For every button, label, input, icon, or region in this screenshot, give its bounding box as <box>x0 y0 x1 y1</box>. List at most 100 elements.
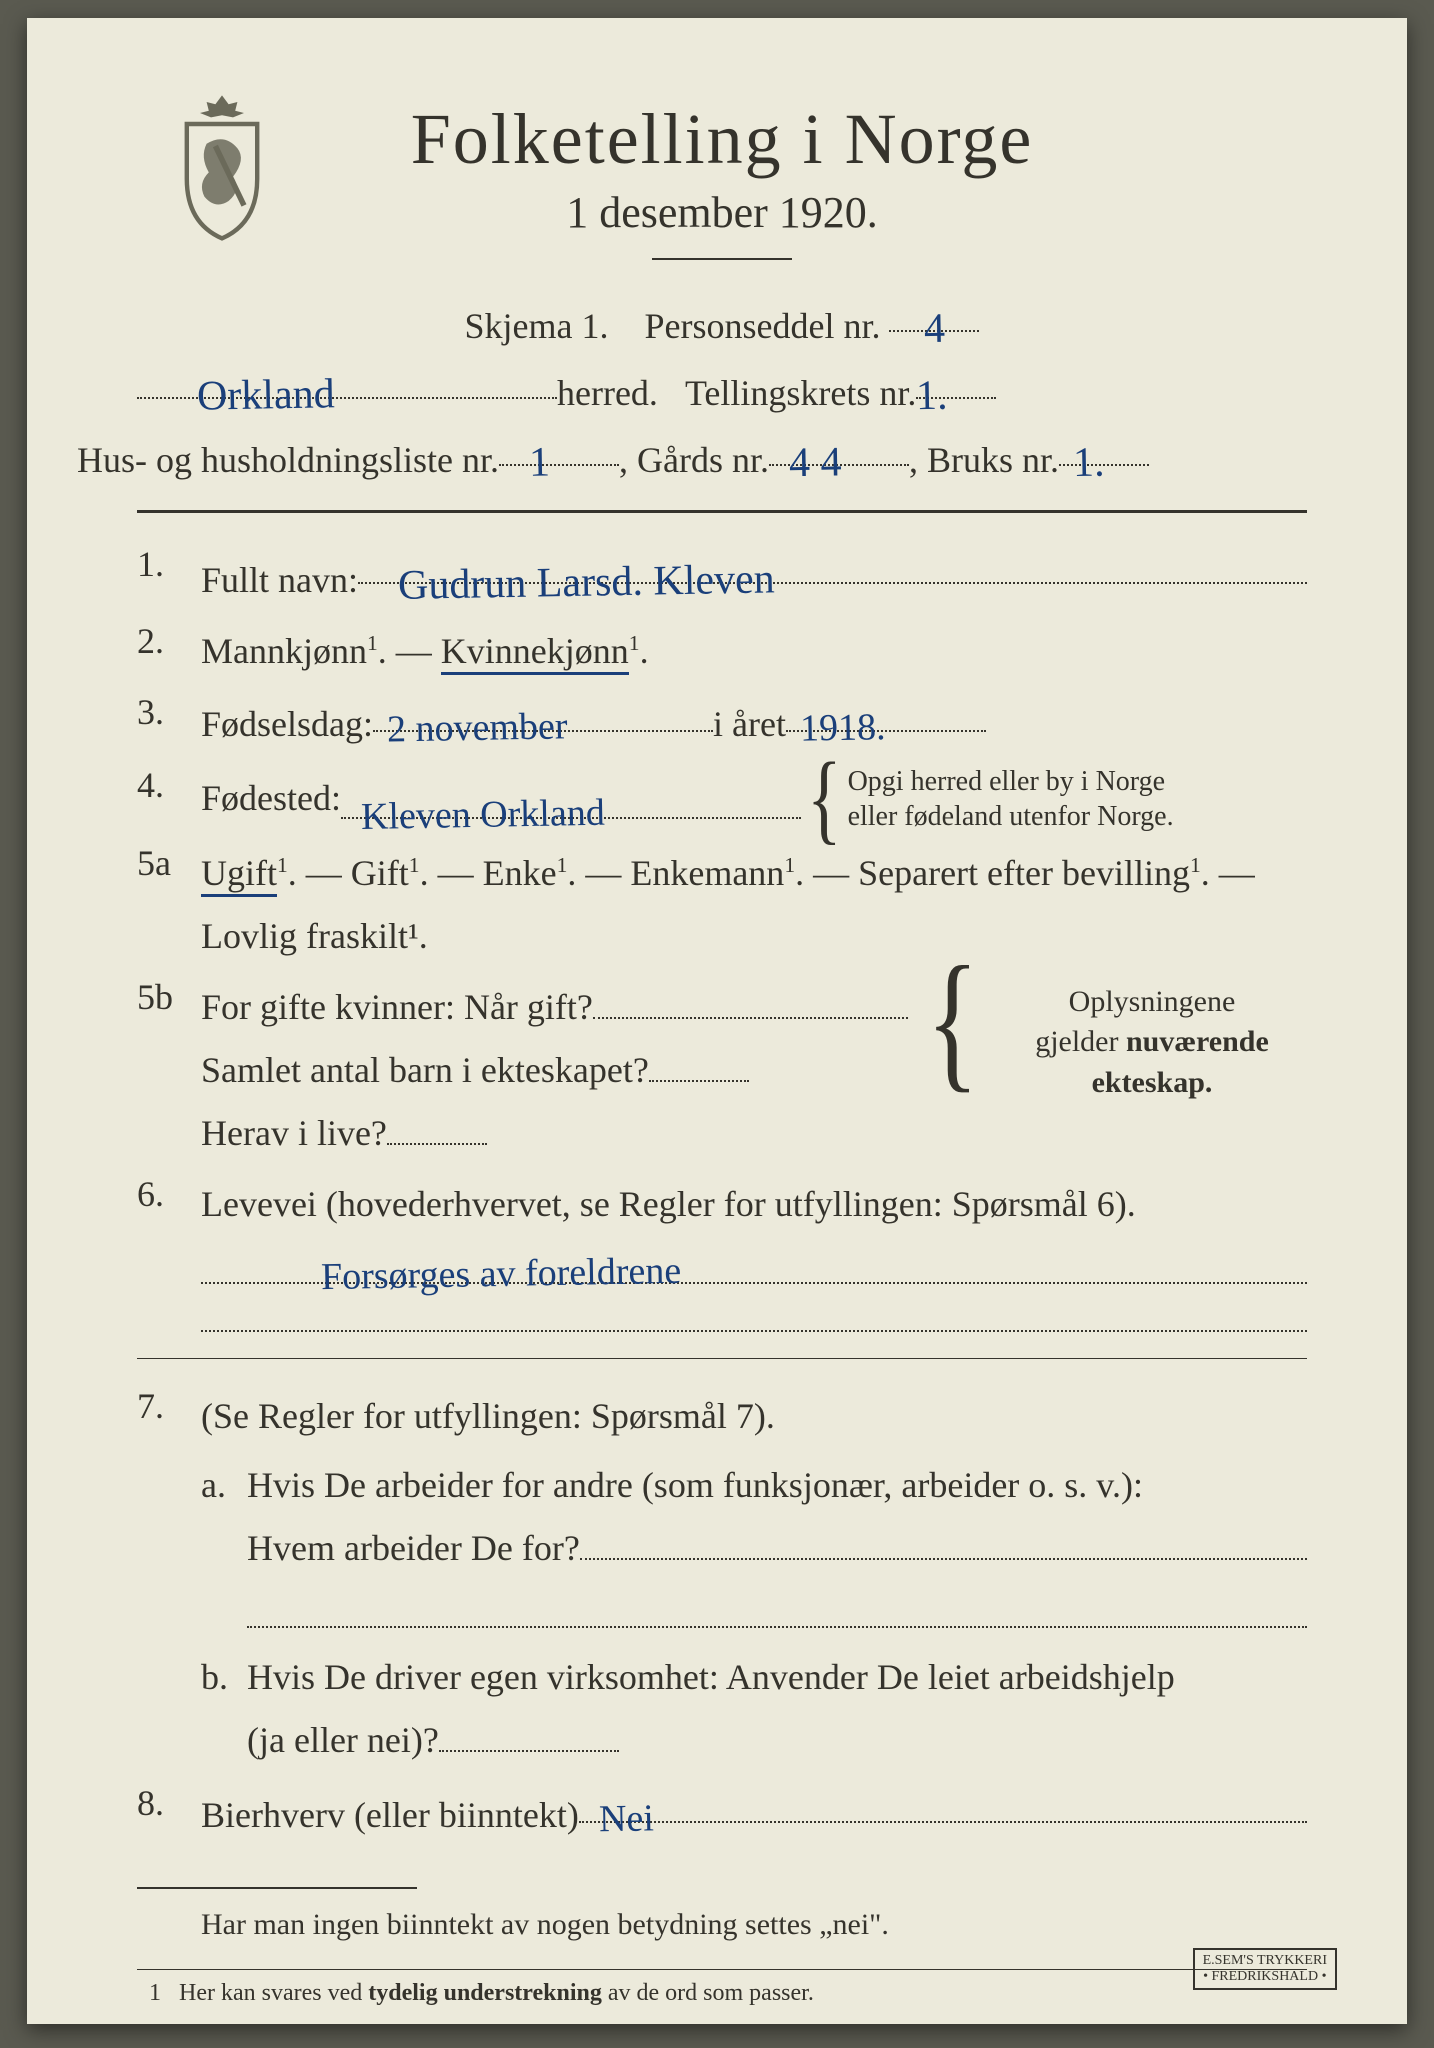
personseddel-label: Personseddel nr. <box>645 306 881 346</box>
brace-icon-2: { <box>926 958 979 1081</box>
herred-label: herred. <box>557 363 658 424</box>
q7a-line2 <box>247 1582 1307 1628</box>
tellingskrets-label: Tellingskrets nr. <box>685 363 916 424</box>
census-form-paper: Folketelling i Norge 1 desember 1920. Sk… <box>27 18 1407 2024</box>
q7-num: 7. <box>137 1385 193 1427</box>
bruks-value: 1. <box>1058 428 1105 500</box>
q7b-l1: Hvis De driver egen virksomhet: Anvender… <box>247 1657 1175 1697</box>
q7a-field <box>580 1518 1307 1560</box>
bruks-field: 1. <box>1059 424 1149 466</box>
gards-label: , Gårds nr. <box>619 430 769 491</box>
header-rule <box>652 258 792 260</box>
q5b-note-l1: Oplysningene <box>1069 985 1236 1018</box>
q2: 2. Mannkjønn1. — Kvinnekjønn1. <box>137 620 1307 683</box>
form-subtitle: 1 desember 1920. <box>137 187 1307 238</box>
q5b-live-field <box>387 1103 487 1145</box>
q3-day-value: 2 november <box>372 693 568 763</box>
q3-mid: i året <box>713 693 786 756</box>
q5a-line2: Lovlig fraskilt¹. <box>201 916 428 956</box>
q7b-letter: b. <box>201 1646 228 1709</box>
q4-num: 4. <box>137 764 193 806</box>
skjema-line: Skjema 1. Personseddel nr. 4 <box>137 290 1307 357</box>
q7b: b. Hvis De driver egen virksomhet: Anven… <box>201 1646 1307 1772</box>
divider-top <box>137 510 1307 513</box>
q5a-sup2: 1 <box>409 853 420 877</box>
footnote-rule <box>137 1887 417 1889</box>
q2-num: 2. <box>137 620 193 662</box>
brace-icon: { <box>807 758 842 839</box>
skjema-label: Skjema 1. <box>465 306 609 346</box>
q7a-l1: Hvis De arbeider for andre (som funksjon… <box>247 1465 1143 1505</box>
q7b-l2: (ja eller nei)? <box>247 1709 439 1772</box>
hus-line: Hus- og husholdningsliste nr. 1 , Gårds … <box>77 424 1307 491</box>
hus-value: 1 <box>498 428 550 500</box>
q3-label: Fødselsdag: <box>201 693 373 756</box>
hus-label: Hus- og husholdningsliste nr. <box>77 430 499 491</box>
q5a-ugift: Ugift <box>201 853 277 897</box>
form-header: Folketelling i Norge 1 desember 1920. <box>137 98 1307 260</box>
q8-num: 8. <box>137 1782 193 1824</box>
q5a-sup5: 1 <box>1190 853 1201 877</box>
q3-day-field: 2 november <box>373 691 713 733</box>
divider-mid <box>137 1358 1307 1359</box>
q7a: a. Hvis De arbeider for andre (som funks… <box>201 1454 1307 1628</box>
herred-line: Orkland herred. Tellingskrets nr. 1. <box>137 357 1307 424</box>
herred-field: Orkland <box>137 357 557 399</box>
divider-bottom <box>137 1969 1307 1970</box>
q6-num: 6. <box>137 1173 193 1215</box>
q2-sup2: 1 <box>629 631 640 655</box>
gards-field: 4 4 <box>769 424 909 466</box>
q4: 4. Fødested: Kleven Orkland { Opgi herre… <box>137 764 1307 834</box>
q7a-letter: a. <box>201 1454 226 1517</box>
q2-sep: . — <box>378 631 441 671</box>
q3-year-field: 1918. <box>786 691 986 733</box>
personseddel-field: 4 <box>889 290 979 332</box>
q2-tail: . <box>640 631 649 671</box>
q1-value: Gudrun Larsd. Kleven <box>357 543 775 624</box>
q7-label: (Se Regler for utfyllingen: Spørsmål 7). <box>201 1396 775 1436</box>
q1-label: Fullt navn: <box>201 549 358 612</box>
q6-line1: Forsørges av foreldrene <box>201 1238 1307 1284</box>
q5b-num: 5b <box>137 976 193 1018</box>
q5b-note-l2: gjelder nuværende <box>1035 1025 1269 1058</box>
q1-field: Gudrun Larsd. Kleven <box>358 543 1307 585</box>
q6-label: Levevei (hovederhvervet, se Regler for u… <box>201 1184 1136 1224</box>
personseddel-value: 4 <box>923 294 945 366</box>
printer-l2: • FREDRIKSHALD • <box>1203 1969 1326 1984</box>
tellingskrets-value: 1. <box>916 361 949 433</box>
q2-mann: Mannkjønn <box>201 631 367 671</box>
coat-of-arms-icon <box>167 88 277 248</box>
footnote: 1 Her kan svares ved tydelig understrekn… <box>137 1980 1307 2007</box>
q5a-sup4: 1 <box>784 853 795 877</box>
q5b-note: Oplysningene gjelder nuværende ekteskap. <box>997 976 1307 1104</box>
q4-value: Kleven Orkland <box>340 779 605 850</box>
q1-num: 1. <box>137 543 193 585</box>
tail-note: Har man ingen biinntekt av nogen betydni… <box>137 1899 1307 1952</box>
q4-note: Opgi herred eller by i Norge eller fødel… <box>848 764 1174 834</box>
q5b-l2b: Herav i live? <box>201 1102 387 1165</box>
q5a-num: 5a <box>137 842 193 884</box>
q8-field: Nei <box>579 1782 1307 1824</box>
q5a-sup: 1 <box>277 853 288 877</box>
q8-value: Nei <box>578 1785 654 1853</box>
q5a-sup3: 1 <box>557 853 568 877</box>
q5b-gift-field <box>593 977 908 1019</box>
q7: 7. (Se Regler for utfyllingen: Spørsmål … <box>137 1385 1307 1772</box>
q5b-l2a: Samlet antal barn i ekteskapet? <box>201 1039 649 1102</box>
q7b-field <box>439 1710 619 1752</box>
q5b-l1: For gifte kvinner: Når gift? <box>201 976 593 1039</box>
q1: 1. Fullt navn: Gudrun Larsd. Kleven <box>137 543 1307 612</box>
form-title: Folketelling i Norge <box>137 98 1307 181</box>
page-background: Folketelling i Norge 1 desember 1920. Sk… <box>0 0 1434 2048</box>
q6-value: Forsørges av foreldrene <box>200 1237 681 1312</box>
q7a-l2: Hvem arbeider De for? <box>247 1517 580 1580</box>
tellingskrets-field: 1. <box>916 357 996 399</box>
herred-value: Orkland <box>136 359 335 434</box>
q8: 8. Bierhverv (eller biinntekt) Nei <box>137 1782 1307 1847</box>
q5a: 5a Ugift1. — Gift1. — Enke1. — Enkemann1… <box>137 842 1307 968</box>
q3-num: 3. <box>137 691 193 733</box>
bruks-label: , Bruks nr. <box>909 430 1059 491</box>
q2-kvinne: Kvinnekjønn <box>441 631 629 675</box>
q8-label: Bierhverv (eller biinntekt) <box>201 1784 579 1847</box>
q5b-note-l3: ekteskap. <box>1092 1066 1213 1099</box>
